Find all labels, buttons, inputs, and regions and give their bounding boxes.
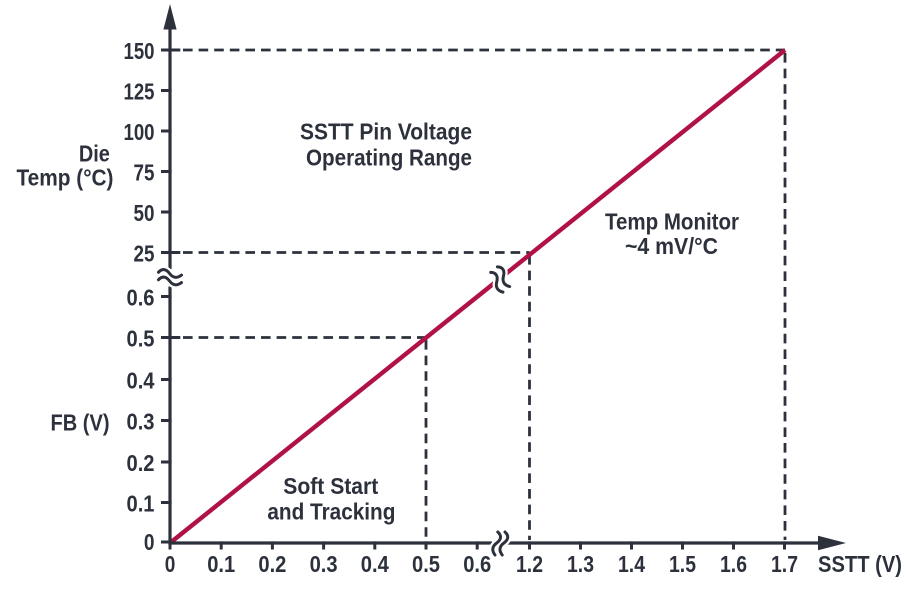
svg-text:and Tracking: and Tracking: [267, 498, 395, 524]
svg-text:1.6: 1.6: [720, 551, 747, 577]
svg-text:Temp Monitor: Temp Monitor: [605, 208, 739, 234]
svg-text:125: 125: [124, 79, 155, 105]
svg-text:0: 0: [144, 529, 155, 555]
svg-text:100: 100: [124, 119, 155, 145]
svg-text:Die: Die: [79, 140, 110, 166]
svg-text:SSTT (V): SSTT (V): [818, 551, 902, 577]
svg-text:0.2: 0.2: [127, 450, 155, 476]
svg-text:0.3: 0.3: [310, 551, 338, 577]
svg-text:SSTT Pin Voltage: SSTT Pin Voltage: [300, 118, 472, 144]
svg-text:Soft Start: Soft Start: [283, 473, 378, 499]
svg-text:0.2: 0.2: [258, 551, 286, 577]
svg-text:150: 150: [124, 38, 155, 64]
svg-text:0.4: 0.4: [127, 368, 155, 394]
svg-text:25: 25: [134, 241, 155, 267]
svg-text:Temp (°C): Temp (°C): [17, 164, 114, 190]
svg-text:0.6: 0.6: [463, 551, 491, 577]
svg-text:~4 mV/°C: ~4 mV/°C: [625, 233, 718, 259]
svg-text:0.4: 0.4: [361, 551, 389, 577]
svg-text:0.5: 0.5: [412, 551, 440, 577]
svg-text:1.4: 1.4: [618, 551, 645, 577]
svg-text:75: 75: [134, 160, 155, 186]
svg-text:1.7: 1.7: [771, 551, 798, 577]
svg-text:0: 0: [165, 551, 176, 577]
svg-text:0.3: 0.3: [127, 409, 155, 435]
svg-text:FB (V): FB (V): [51, 409, 110, 435]
svg-text:1.3: 1.3: [567, 551, 594, 577]
svg-text:Operating Range: Operating Range: [306, 144, 472, 170]
svg-text:50: 50: [134, 200, 155, 226]
svg-text:0.1: 0.1: [207, 551, 235, 577]
svg-text:0.1: 0.1: [127, 491, 155, 517]
svg-text:0.5: 0.5: [127, 325, 155, 351]
svg-text:1.2: 1.2: [516, 551, 543, 577]
svg-text:0.6: 0.6: [127, 285, 155, 311]
svg-text:1.5: 1.5: [669, 551, 696, 577]
